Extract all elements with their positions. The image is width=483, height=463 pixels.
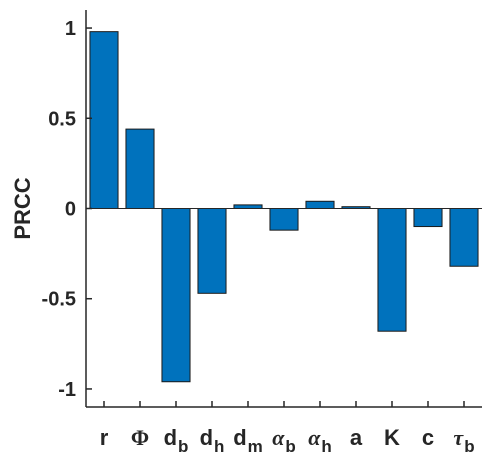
x-tick-label-4: dm [233, 425, 263, 456]
x-tick-label-1: Φ [131, 425, 149, 450]
bar-6 [305, 200, 335, 209]
bar-2 [161, 208, 191, 383]
bar-4 [233, 204, 263, 209]
bar-5 [269, 208, 299, 231]
axes-group [85, 10, 482, 408]
y-tick-label-0: 1 [65, 18, 76, 40]
x-tick-label-10: τb [453, 425, 474, 456]
bar-1 [125, 128, 155, 210]
x-tick-label-5: αb [272, 425, 296, 456]
x-tick-label-0: r [100, 425, 109, 450]
bar-3 [197, 208, 227, 294]
y-ticks-group: 1 0.5 0 -0.5 -1 [42, 18, 92, 401]
x-tick-label-8: K [384, 425, 400, 450]
y-tick-label-2: 0 [65, 199, 76, 221]
y-tick-label-3: -0.5 [42, 289, 76, 311]
bar-9 [413, 208, 443, 228]
x-tick-label-7: a [350, 425, 363, 450]
y-tick-label-1: 0.5 [48, 108, 76, 130]
bar-8 [377, 208, 407, 332]
x-tick-label-6: αh [308, 425, 332, 456]
x-tick-label-3: dh [200, 425, 225, 456]
x-tick-label-9: c [422, 425, 434, 450]
bar-10 [449, 208, 479, 267]
bars-group [89, 31, 479, 383]
y-tick-label-4: -1 [58, 379, 76, 401]
y-axis-label: PRCC [10, 177, 35, 239]
bar-0 [89, 31, 119, 210]
x-tick-label-2: db [164, 425, 189, 456]
